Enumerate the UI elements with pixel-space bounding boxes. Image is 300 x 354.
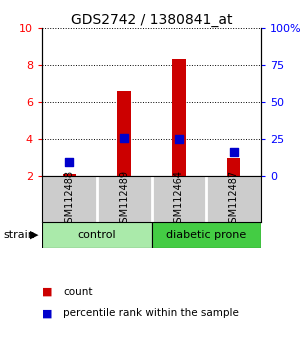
Point <box>122 135 127 141</box>
Text: GSM112488: GSM112488 <box>64 170 74 229</box>
Bar <box>227 158 241 176</box>
Text: percentile rank within the sample: percentile rank within the sample <box>63 308 239 318</box>
Title: GDS2742 / 1380841_at: GDS2742 / 1380841_at <box>71 13 232 27</box>
Point <box>231 150 236 155</box>
Text: ■: ■ <box>42 308 52 318</box>
Point <box>67 159 72 165</box>
Text: GSM112489: GSM112489 <box>119 170 129 229</box>
Bar <box>117 91 131 176</box>
Text: GSM112464: GSM112464 <box>174 170 184 229</box>
Bar <box>62 174 76 176</box>
Text: diabetic prone: diabetic prone <box>166 230 246 240</box>
Text: count: count <box>63 287 92 297</box>
Bar <box>172 59 186 176</box>
Point <box>176 136 181 142</box>
Text: strain: strain <box>3 230 35 240</box>
Bar <box>42 222 152 248</box>
Text: ■: ■ <box>42 287 52 297</box>
Text: GSM112487: GSM112487 <box>229 170 238 229</box>
Text: ▶: ▶ <box>30 230 38 240</box>
Text: control: control <box>77 230 116 240</box>
Bar <box>152 222 261 248</box>
